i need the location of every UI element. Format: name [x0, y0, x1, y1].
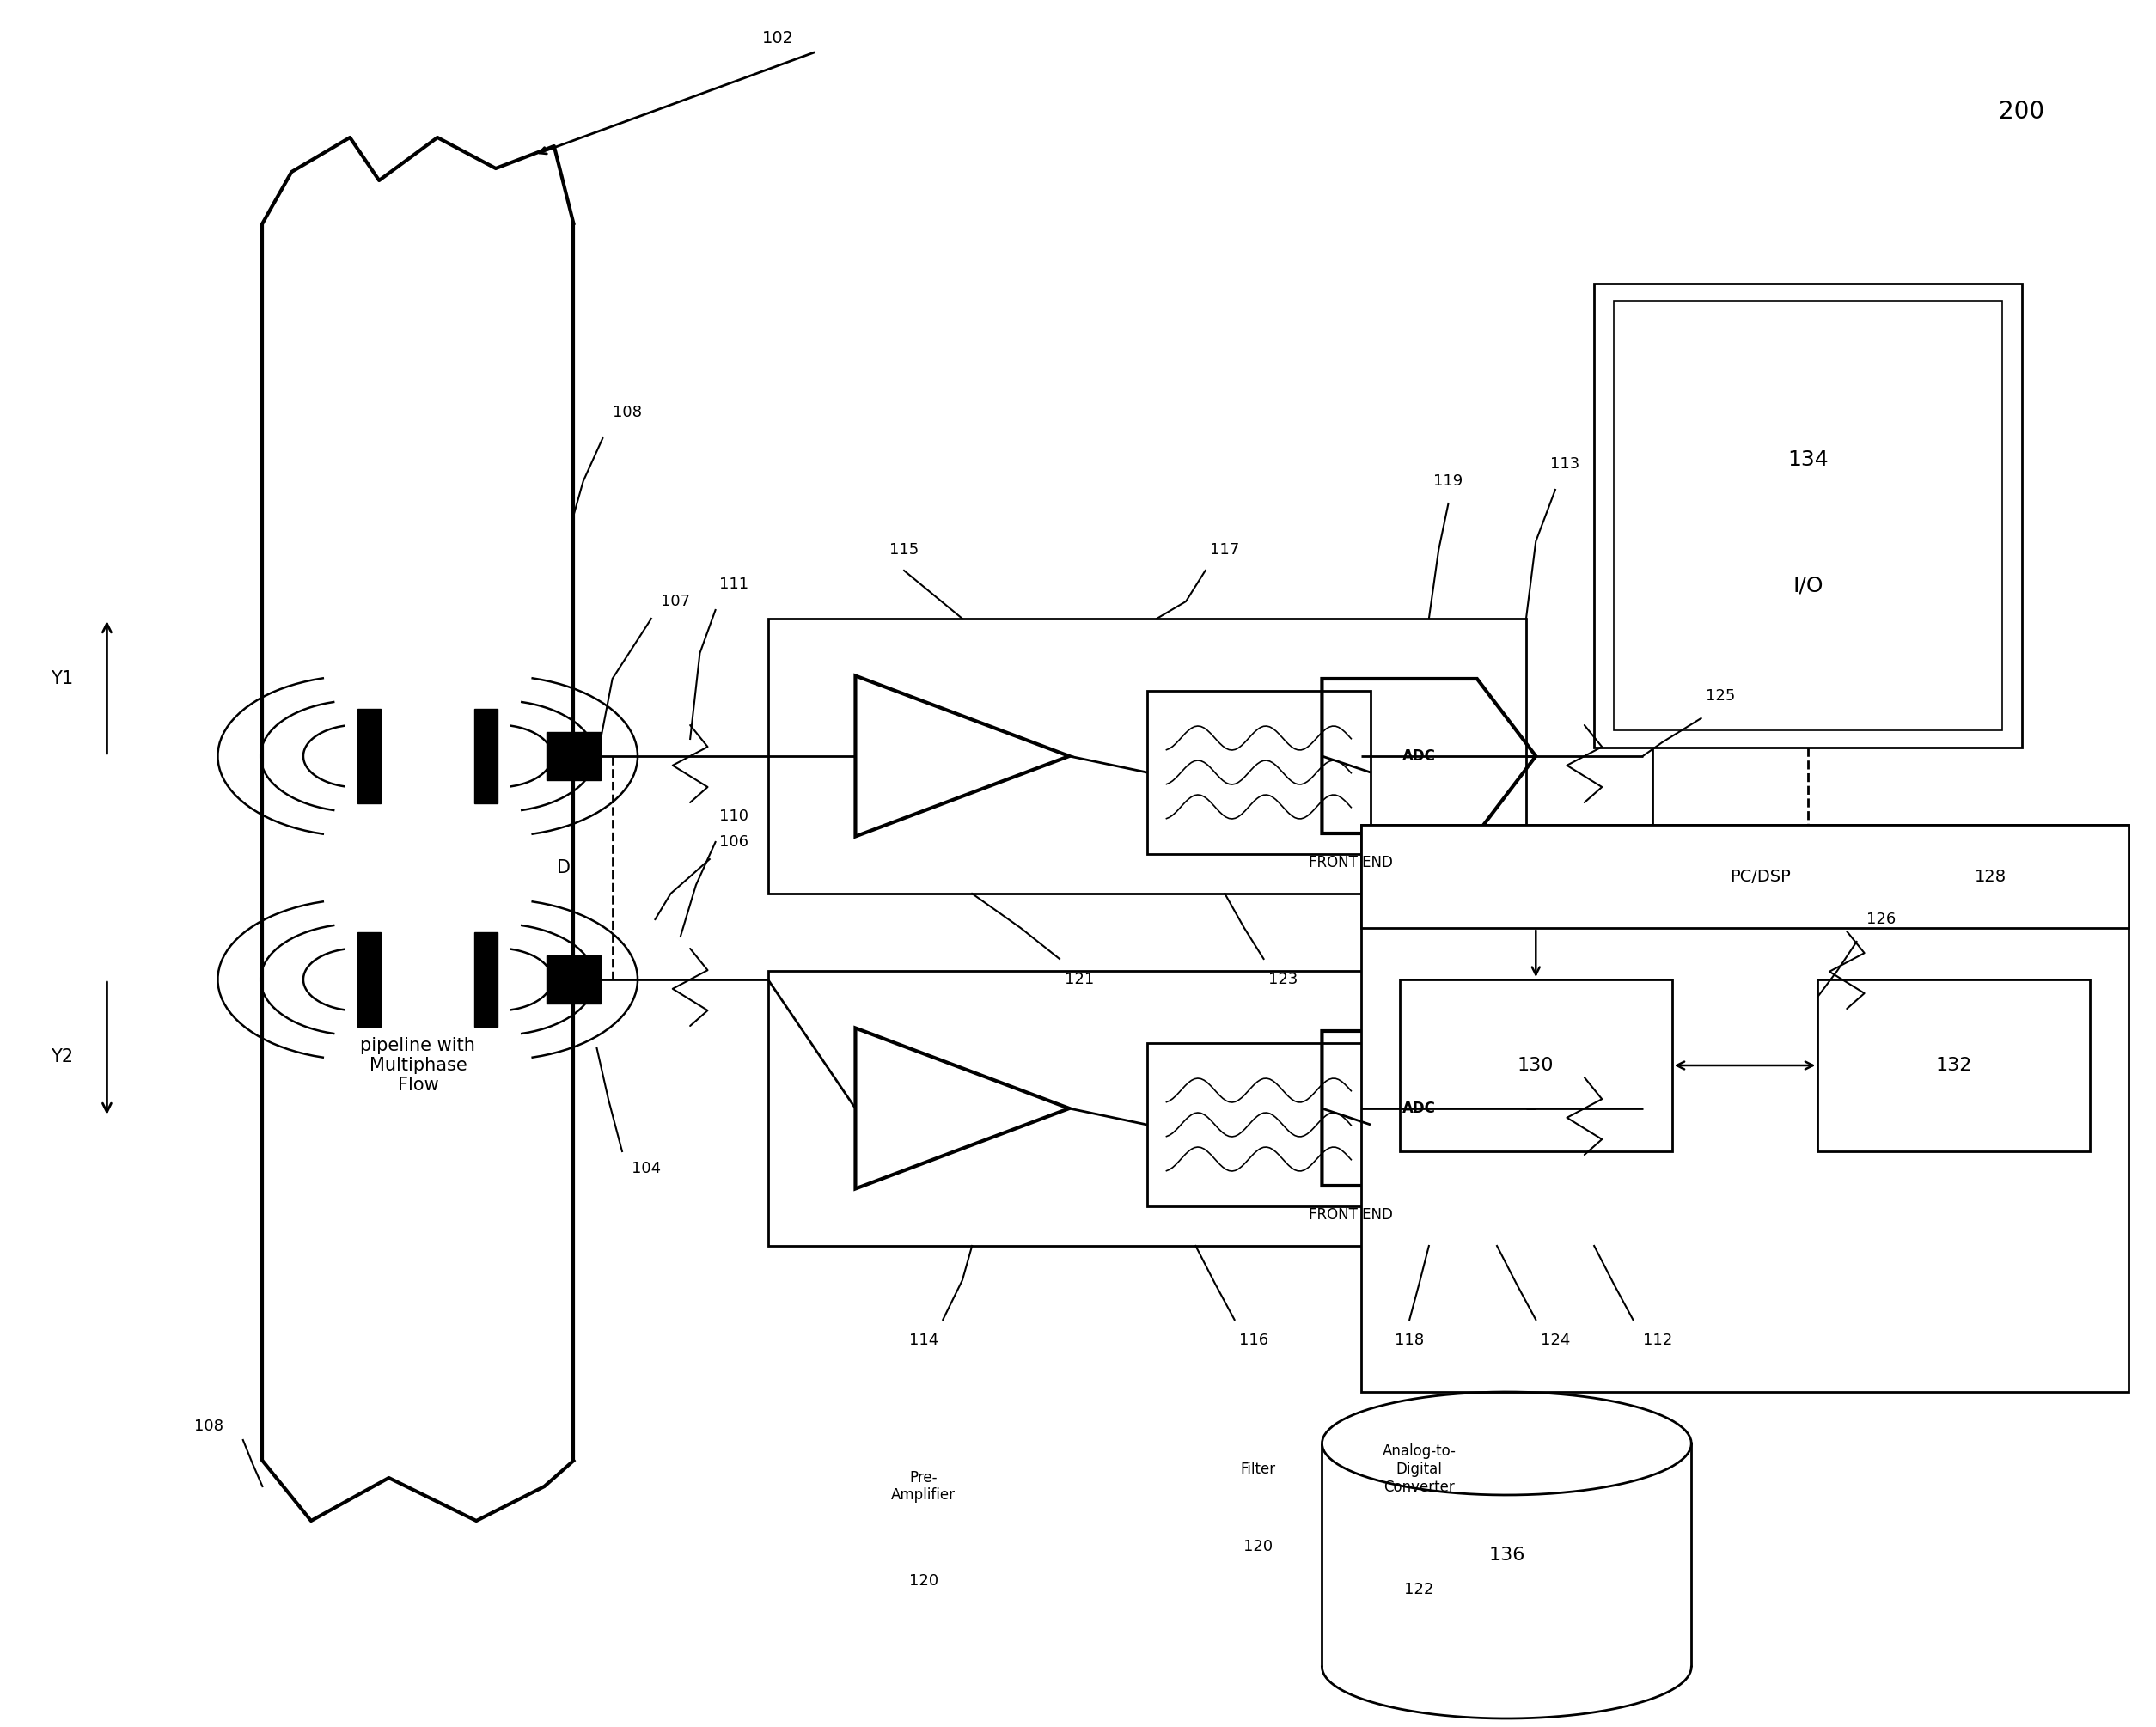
Text: 130: 130: [1518, 1057, 1554, 1074]
Text: 121: 121: [1065, 972, 1093, 988]
Text: 106: 106: [720, 834, 748, 850]
Text: 113: 113: [1550, 456, 1580, 471]
Text: Analog-to-
Digital
Converter: Analog-to- Digital Converter: [1382, 1444, 1455, 1496]
Text: Y2: Y2: [52, 1048, 73, 1066]
Text: 112: 112: [1643, 1333, 1673, 1349]
Text: I/O: I/O: [1794, 575, 1824, 596]
Text: 128: 128: [1975, 869, 2007, 884]
Text: 118: 118: [1395, 1333, 1425, 1349]
Bar: [1593, 283, 2022, 748]
Bar: [1613, 300, 2003, 731]
Text: pipeline with
Multiphase
Flow: pipeline with Multiphase Flow: [360, 1036, 476, 1093]
Bar: [1147, 1043, 1371, 1207]
Text: Y1: Y1: [52, 670, 73, 687]
Text: 117: 117: [1210, 542, 1240, 558]
Bar: [1360, 826, 2128, 927]
Text: 119: 119: [1434, 473, 1464, 489]
Text: ADC: ADC: [1404, 1100, 1436, 1116]
Text: 108: 108: [194, 1418, 224, 1433]
Polygon shape: [545, 732, 602, 781]
Text: 124: 124: [1542, 1333, 1570, 1349]
Text: 110: 110: [720, 808, 748, 824]
Text: 123: 123: [1268, 972, 1298, 988]
Text: 132: 132: [1936, 1057, 1973, 1074]
Text: 115: 115: [888, 542, 918, 558]
Polygon shape: [474, 708, 498, 803]
Bar: [1360, 826, 2128, 1392]
Text: PC/DSP: PC/DSP: [1729, 869, 1792, 884]
Text: 116: 116: [1240, 1333, 1268, 1349]
Text: 122: 122: [1404, 1582, 1434, 1597]
Text: 120: 120: [1244, 1539, 1272, 1554]
Text: 114: 114: [908, 1333, 938, 1349]
Bar: [768, 971, 1526, 1245]
Bar: [768, 618, 1526, 893]
Text: 107: 107: [662, 594, 690, 610]
Text: FRONT END: FRONT END: [1309, 855, 1393, 870]
Polygon shape: [474, 933, 498, 1028]
Text: FRONT END: FRONT END: [1309, 1207, 1393, 1223]
Text: 126: 126: [1867, 912, 1895, 927]
Polygon shape: [358, 933, 382, 1028]
Text: 200: 200: [1999, 100, 2044, 124]
Text: 102: 102: [761, 29, 793, 47]
Text: 120: 120: [910, 1573, 938, 1589]
Text: ADC: ADC: [1404, 748, 1436, 763]
Polygon shape: [358, 708, 382, 803]
Text: Filter: Filter: [1240, 1461, 1276, 1477]
Polygon shape: [545, 955, 602, 1003]
Text: 136: 136: [1488, 1547, 1524, 1563]
Text: 111: 111: [720, 577, 748, 592]
Text: 125: 125: [1705, 689, 1736, 703]
Text: 104: 104: [632, 1161, 662, 1176]
Text: D: D: [556, 860, 571, 876]
Text: 108: 108: [612, 404, 642, 420]
Bar: [1399, 979, 1671, 1152]
Text: Pre-
Amplifier: Pre- Amplifier: [890, 1470, 955, 1502]
Bar: [1147, 691, 1371, 855]
Text: 134: 134: [1787, 449, 1828, 470]
Bar: [1818, 979, 2089, 1152]
